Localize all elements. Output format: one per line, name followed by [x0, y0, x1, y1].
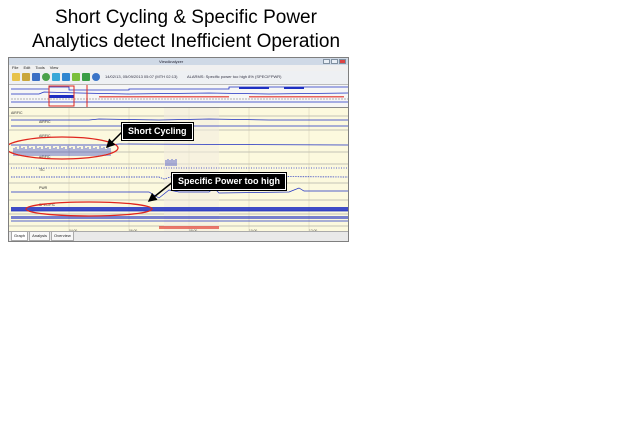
- minimize-button[interactable]: [323, 59, 330, 64]
- menu-file[interactable]: File: [12, 65, 19, 70]
- slide-title: Short Cycling & Specific Power Analytics…: [0, 6, 372, 54]
- open-folder-icon[interactable]: [12, 73, 20, 81]
- app-window: ViewAnalyzer File Edit Tools View 14/02/…: [8, 57, 349, 242]
- menu-bar: File Edit Tools View: [9, 65, 348, 71]
- menu-view[interactable]: View: [49, 65, 59, 70]
- alarm-status-text: ALARMS: Specific power too high 8% (SPEC…: [187, 74, 282, 79]
- svg-text:SPECIFIC: SPECIFIC: [39, 203, 56, 207]
- window-title: ViewAnalyzer: [159, 59, 184, 64]
- overview-timeline[interactable]: [9, 85, 348, 108]
- menu-tools[interactable]: Tools: [35, 65, 45, 70]
- status-bar: Graph Analysis Overview: [9, 231, 348, 241]
- trend-plot: AIRFIC AIRFIC AIRFIC AIRFIC TIC PWR SPEC…: [9, 108, 348, 234]
- tab-overview[interactable]: Overview: [51, 232, 74, 241]
- svg-text:AIRFIC: AIRFIC: [39, 155, 51, 159]
- svg-text:AIRFIC: AIRFIC: [11, 111, 23, 115]
- chart-icon[interactable]: [82, 73, 90, 81]
- edit-pencil-icon[interactable]: [22, 73, 30, 81]
- maximize-button[interactable]: [331, 59, 338, 64]
- toolbar: 14/02/13, 05/09/2013 05:07 (MTH 02:13) A…: [9, 71, 348, 85]
- short-cycling-callout: Short Cycling: [122, 123, 193, 140]
- menu-edit[interactable]: Edit: [23, 65, 31, 70]
- svg-text:TIC: TIC: [39, 168, 45, 172]
- toolbar-info-text: 14/02/13, 05/09/2013 05:07 (MTH 02:13): [105, 74, 178, 79]
- close-button[interactable]: [339, 59, 346, 64]
- refresh-icon[interactable]: [42, 73, 50, 81]
- save-icon[interactable]: [32, 73, 40, 81]
- specific-power-callout: Specific Power too high: [172, 173, 287, 190]
- tab-graph[interactable]: Graph: [11, 232, 29, 241]
- slide-title-line-2: Analytics detect Inefficient Operation: [31, 31, 341, 52]
- overview-timeline-chart: [9, 85, 348, 107]
- export-icon[interactable]: [52, 73, 60, 81]
- svg-text:PWR: PWR: [39, 186, 48, 190]
- slide-title-line-1: Short Cycling & Specific Power: [55, 7, 317, 28]
- cloud-icon[interactable]: [62, 73, 70, 81]
- svg-text:AIRFIC: AIRFIC: [39, 134, 51, 138]
- svg-text:AIRFIC: AIRFIC: [39, 120, 51, 124]
- tab-analysis[interactable]: Analysis: [29, 232, 51, 241]
- info-icon[interactable]: [92, 73, 100, 81]
- check-icon[interactable]: [72, 73, 80, 81]
